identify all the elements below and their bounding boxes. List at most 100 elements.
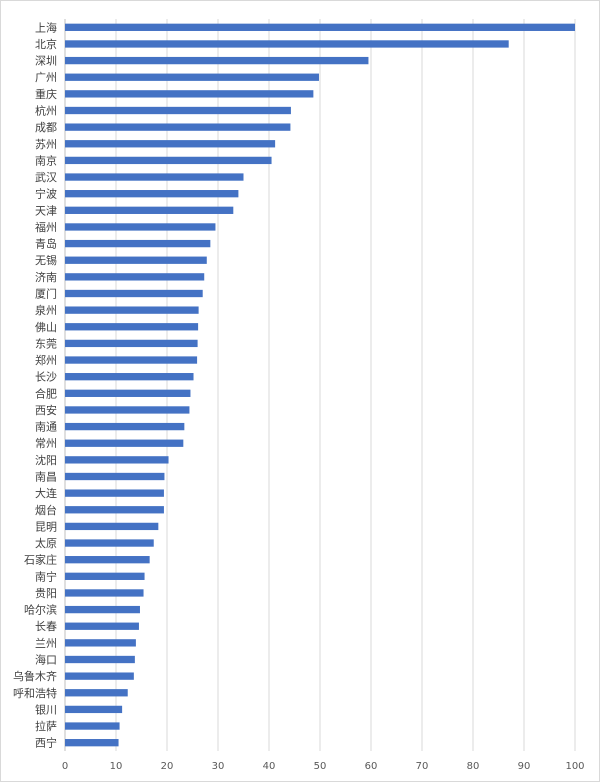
category-label: 南昌 bbox=[35, 471, 57, 484]
bar bbox=[65, 506, 164, 514]
x-tick-label: 10 bbox=[110, 761, 123, 772]
category-label: 西宁 bbox=[35, 736, 57, 750]
category-label: 南宁 bbox=[35, 569, 57, 583]
bar bbox=[65, 539, 154, 547]
bar bbox=[65, 489, 164, 497]
bar bbox=[65, 190, 239, 198]
category-label: 宁波 bbox=[35, 187, 57, 201]
category-label: 长沙 bbox=[35, 371, 57, 384]
bar bbox=[65, 556, 150, 564]
bar bbox=[65, 655, 135, 664]
bar bbox=[65, 123, 291, 131]
bar bbox=[65, 389, 191, 397]
category-label: 苏州 bbox=[35, 138, 57, 151]
category-label: 杭州 bbox=[35, 104, 57, 118]
category-label: 南京 bbox=[35, 153, 57, 167]
category-label: 合肥 bbox=[35, 386, 57, 400]
bar bbox=[65, 173, 244, 181]
bar bbox=[65, 273, 205, 281]
x-tick-label: 60 bbox=[365, 761, 378, 772]
category-label: 烟台 bbox=[35, 503, 57, 517]
category-label: 深圳 bbox=[35, 55, 57, 68]
bar bbox=[65, 289, 203, 298]
bar bbox=[65, 472, 165, 481]
category-label: 郑州 bbox=[35, 353, 57, 367]
x-tick-label: 20 bbox=[161, 761, 174, 772]
category-label: 长春 bbox=[35, 620, 57, 633]
bar bbox=[65, 456, 169, 464]
category-label: 乌鲁木齐 bbox=[13, 669, 57, 683]
category-label: 佛山 bbox=[35, 321, 57, 334]
bar bbox=[65, 73, 319, 81]
bar bbox=[65, 23, 575, 31]
bar bbox=[65, 306, 199, 314]
bar bbox=[65, 373, 194, 381]
bar bbox=[65, 90, 314, 98]
bar bbox=[65, 323, 199, 331]
category-label: 无锡 bbox=[35, 253, 57, 267]
bar bbox=[65, 522, 159, 531]
category-label: 福州 bbox=[35, 220, 57, 234]
category-label: 南通 bbox=[35, 421, 57, 434]
category-label: 厦门 bbox=[35, 287, 57, 301]
bar bbox=[65, 239, 211, 248]
bar bbox=[65, 622, 139, 630]
x-tick-label: 0 bbox=[62, 761, 68, 772]
bar bbox=[65, 722, 120, 730]
x-tick-label: 30 bbox=[212, 761, 225, 772]
category-label: 银川 bbox=[35, 702, 57, 716]
x-tick-label: 90 bbox=[518, 761, 531, 772]
bar bbox=[65, 156, 272, 165]
x-tick-label: 40 bbox=[263, 761, 276, 772]
category-label: 上海 bbox=[35, 20, 57, 34]
bar bbox=[65, 256, 207, 264]
category-label: 广州 bbox=[35, 71, 57, 84]
category-label: 重庆 bbox=[35, 87, 57, 101]
category-label: 哈尔滨 bbox=[24, 603, 57, 617]
bar bbox=[65, 739, 119, 747]
bar bbox=[65, 356, 198, 364]
category-label: 呼和浩特 bbox=[13, 686, 57, 700]
bar bbox=[65, 106, 291, 115]
bar bbox=[65, 672, 134, 680]
x-tick-label: 70 bbox=[416, 761, 429, 772]
category-label: 成都 bbox=[35, 121, 57, 134]
category-label: 昆明 bbox=[35, 520, 57, 533]
category-label: 北京 bbox=[35, 37, 57, 51]
category-label: 武汉 bbox=[35, 171, 57, 184]
category-label: 天津 bbox=[35, 204, 57, 217]
bar bbox=[65, 689, 128, 697]
category-label: 海口 bbox=[35, 653, 57, 667]
bar bbox=[65, 223, 216, 231]
category-label: 拉萨 bbox=[35, 719, 57, 733]
bar bbox=[65, 422, 185, 431]
category-labels: 上海北京深圳广州重庆杭州成都苏州南京武汉宁波天津福州青岛无锡济南厦门泉州佛山东莞… bbox=[13, 20, 57, 749]
category-label: 济南 bbox=[35, 270, 57, 284]
x-tick-label: 50 bbox=[314, 761, 327, 772]
category-label: 西安 bbox=[35, 403, 57, 417]
category-label: 贵阳 bbox=[35, 587, 57, 600]
bar bbox=[65, 589, 144, 597]
x-tick-labels: 0 10 20 30 40 50 60 70 80 90 100 bbox=[62, 761, 585, 772]
bar bbox=[65, 406, 190, 414]
category-label: 青岛 bbox=[35, 237, 57, 251]
category-label: 常州 bbox=[35, 437, 57, 450]
bar bbox=[65, 572, 145, 580]
bar bbox=[65, 705, 123, 714]
bar bbox=[65, 56, 369, 65]
bar bbox=[65, 605, 140, 614]
category-label: 太原 bbox=[35, 537, 57, 550]
category-label: 东莞 bbox=[35, 337, 57, 350]
category-label: 泉州 bbox=[35, 303, 57, 317]
bar bbox=[65, 40, 509, 48]
bar bbox=[65, 206, 234, 214]
bar bbox=[65, 439, 184, 447]
category-label: 石家庄 bbox=[24, 553, 57, 567]
category-label: 大连 bbox=[35, 486, 57, 500]
category-label: 沈阳 bbox=[35, 453, 57, 467]
x-tick-label: 80 bbox=[467, 761, 480, 772]
bar bbox=[65, 140, 276, 148]
x-tick-label: 100 bbox=[565, 761, 584, 772]
bars bbox=[65, 23, 575, 747]
